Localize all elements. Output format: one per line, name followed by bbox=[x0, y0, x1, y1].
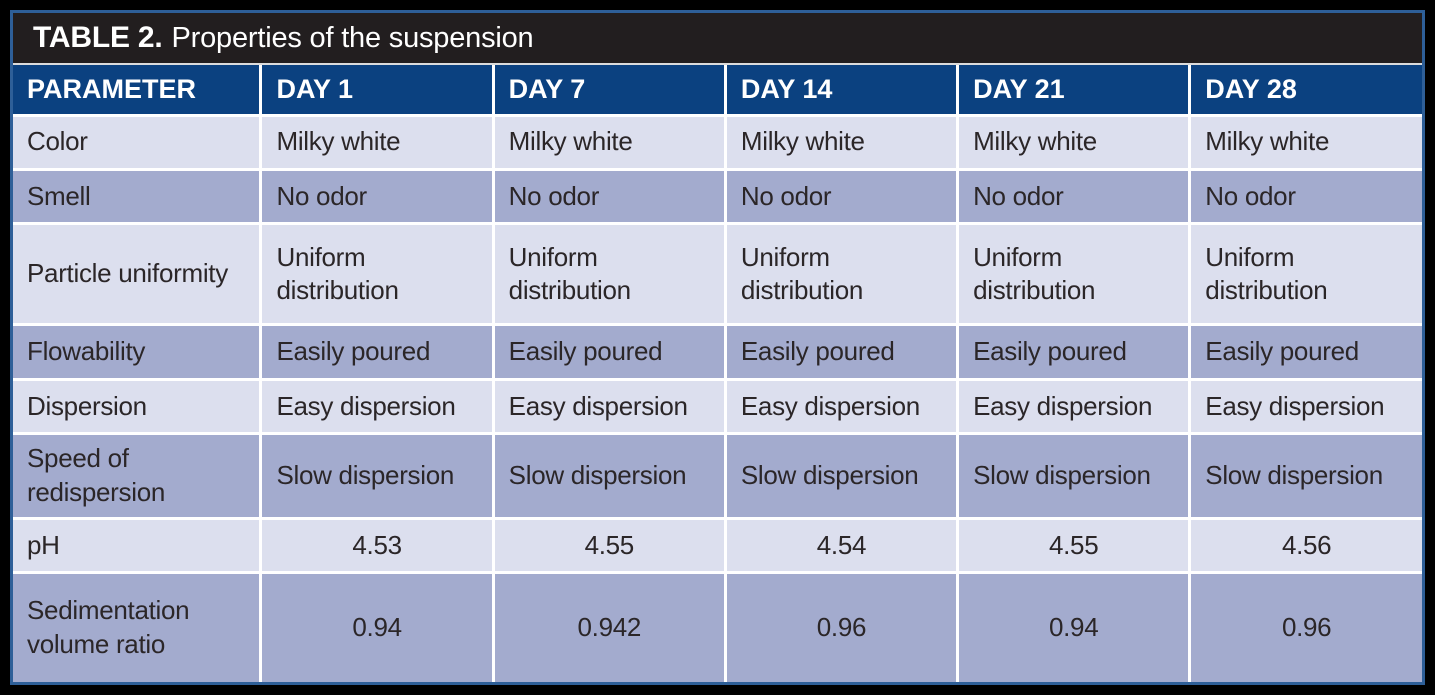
value-cell: Slow dispersion bbox=[259, 432, 495, 520]
value-cell: 0.94 bbox=[259, 571, 495, 682]
value-cell: Uniform distribution bbox=[491, 222, 727, 327]
value-cell: Easy dispersion bbox=[723, 377, 960, 436]
column-header-day-28: DAY 28 bbox=[1188, 63, 1422, 117]
value-cell: Uniform distribution bbox=[1188, 222, 1422, 327]
parameter-cell: Sedimentation volume ratio bbox=[13, 571, 263, 682]
value-cell: Slow dispersion bbox=[956, 432, 1192, 520]
value-cell: Easy dispersion bbox=[1188, 377, 1422, 436]
parameter-cell: Color bbox=[13, 113, 263, 171]
value-cell: Slow dispersion bbox=[723, 432, 960, 520]
properties-table: PARAMETER DAY 1 DAY 7 DAY 14 DAY 21 DAY … bbox=[13, 63, 1422, 682]
value-cell: Uniform distribution bbox=[259, 222, 495, 327]
value-cell: No odor bbox=[491, 167, 727, 226]
table-header: PARAMETER DAY 1 DAY 7 DAY 14 DAY 21 DAY … bbox=[13, 63, 1422, 117]
parameter-cell: Dispersion bbox=[13, 377, 263, 436]
value-cell: Uniform distribution bbox=[723, 222, 960, 327]
column-header-day-21: DAY 21 bbox=[956, 63, 1192, 117]
value-cell: 4.54 bbox=[723, 516, 960, 575]
value-cell: 0.96 bbox=[723, 571, 960, 682]
parameter-cell: Speed of redispersion bbox=[13, 432, 263, 520]
column-header-parameter: PARAMETER bbox=[13, 63, 263, 117]
value-cell: Easily poured bbox=[491, 323, 727, 381]
value-cell: Easy dispersion bbox=[491, 377, 727, 436]
value-cell: 0.942 bbox=[491, 571, 727, 682]
value-cell: Milky white bbox=[956, 113, 1192, 171]
table-row: Smell No odor No odor No odor No odor No odor bbox=[13, 167, 1422, 226]
table-row: Particle uniformity Uniform distribution U… bbox=[13, 222, 1422, 327]
value-cell: Easily poured bbox=[259, 323, 495, 381]
value-cell: Easy dispersion bbox=[259, 377, 495, 436]
value-cell: 0.94 bbox=[956, 571, 1192, 682]
value-cell: Milky white bbox=[259, 113, 495, 171]
table-figure-inner: TABLE 2. Properties of the suspension PA… bbox=[10, 10, 1425, 685]
value-cell: No odor bbox=[723, 167, 960, 226]
value-cell: Easy dispersion bbox=[956, 377, 1192, 436]
value-cell: 4.53 bbox=[259, 516, 495, 575]
value-cell: Milky white bbox=[1188, 113, 1422, 171]
table-row: Color Milky white Milky white Milky white Mi… bbox=[13, 113, 1422, 171]
value-cell: Slow dispersion bbox=[491, 432, 727, 520]
table-title-bar: TABLE 2. Properties of the suspension bbox=[13, 13, 1422, 65]
value-cell: 4.55 bbox=[491, 516, 727, 575]
table-row: Speed of redispersion Slow dispersion Slow… bbox=[13, 432, 1422, 520]
parameter-cell: Flowability bbox=[13, 323, 263, 381]
value-cell: No odor bbox=[956, 167, 1192, 226]
column-header-day-14: DAY 14 bbox=[723, 63, 960, 117]
table-caption: Properties of the suspension bbox=[171, 21, 534, 54]
value-cell: 4.55 bbox=[956, 516, 1192, 575]
table-row: pH 4.53 4.55 4.54 4.55 4.56 bbox=[13, 516, 1422, 575]
table-row: Flowability Easily poured Easily poured Eas… bbox=[13, 323, 1422, 381]
parameter-cell: Particle uniformity bbox=[13, 222, 263, 327]
column-header-day-1: DAY 1 bbox=[259, 63, 495, 117]
value-cell: 4.56 bbox=[1188, 516, 1422, 575]
value-cell: Uniform distribution bbox=[956, 222, 1192, 327]
column-header-day-7: DAY 7 bbox=[491, 63, 727, 117]
header-row: PARAMETER DAY 1 DAY 7 DAY 14 DAY 21 DAY … bbox=[13, 63, 1422, 117]
table-row: Sedimentation volume ratio 0.94 0.942 0.96 0… bbox=[13, 571, 1422, 682]
value-cell: Easily poured bbox=[723, 323, 960, 381]
value-cell: No odor bbox=[259, 167, 495, 226]
value-cell: No odor bbox=[1188, 167, 1422, 226]
table-number-label: TABLE 2. bbox=[33, 21, 163, 54]
parameter-cell: Smell bbox=[13, 167, 263, 226]
value-cell: Easily poured bbox=[1188, 323, 1422, 381]
value-cell: Easily poured bbox=[956, 323, 1192, 381]
table-row: Dispersion Easy dispersion Easy dispersion… bbox=[13, 377, 1422, 436]
parameter-cell: pH bbox=[13, 516, 263, 575]
value-cell: Milky white bbox=[723, 113, 960, 171]
value-cell: 0.96 bbox=[1188, 571, 1422, 682]
table-body: Color Milky white Milky white Milky white Mi… bbox=[13, 113, 1422, 682]
value-cell: Milky white bbox=[491, 113, 727, 171]
value-cell: Slow dispersion bbox=[1188, 432, 1422, 520]
